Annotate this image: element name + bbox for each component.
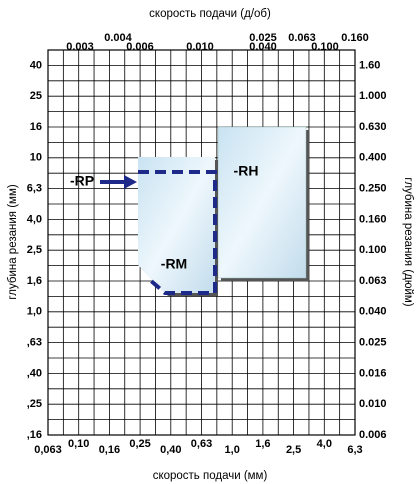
right-label: 0.400 [359,152,387,164]
right-label: 0.250 [359,183,387,195]
rp-arrowhead [124,175,137,189]
left-label: ,25 [27,398,42,410]
left-label: 1,6 [27,275,42,287]
left-label: ,40 [27,367,42,379]
right-label: 0.016 [359,367,387,379]
bottom-label: 1,6 [255,438,270,450]
bottom-label: 0,63 [191,438,212,450]
left-label: 10 [30,152,42,164]
right-label: 1.60 [359,59,380,71]
top-label: 0.063 [288,32,316,44]
top-label: 0.160 [341,32,369,44]
left-label: ,16 [27,429,42,441]
rm-label: -RM [161,256,187,272]
right-label: 0.025 [359,337,387,349]
top-label: 0.010 [186,41,214,53]
right-label: 0.040 [359,306,387,318]
right-label: 0.063 [359,275,387,287]
bottom-label: 1,0 [225,444,240,456]
labels: 40 25 16 10 6,3 4,0 2,5 1,6 1,0 ,63 ,40 ,25 ,16 1.60 1… [27,32,387,456]
left-label: 40 [30,59,42,71]
top-label: 0.004 [104,32,132,44]
bottom-label: 0,16 [99,444,120,456]
bottom-label: 0,40 [160,444,181,456]
rp-region [138,170,217,295]
left-label: 16 [30,121,42,133]
bottom-label: 0,10 [68,438,89,450]
right-axis-title: глубина резания (дюйм) [402,177,414,306]
top-label: 0.025 [249,32,277,44]
right-label: 0.630 [359,121,387,133]
bottom-label: 0,063 [34,444,62,456]
rh-region [217,126,307,279]
rm-region [138,157,215,293]
top-label: 0.100 [311,41,339,53]
top-label: 0.003 [66,41,94,53]
left-label: 6,3 [27,183,42,195]
top-axis-title: скорость подачи (д/об) [149,8,271,20]
right-label: 0.006 [359,429,387,441]
right-label: 0.160 [359,213,387,225]
bottom-label: 0,25 [129,438,150,450]
bottom-label: 6,3 [347,444,362,456]
rh-label: -RH [234,163,259,179]
left-label: ,63 [27,337,42,349]
bottom-axis-title: скорость подачи (мм) [153,470,268,482]
top-label: 0.006 [126,41,154,53]
left-label: 1,0 [27,306,42,318]
rp-label: -RP [70,173,94,189]
left-label: 25 [30,90,42,102]
left-axis-title: глубина резания (мм) [7,184,19,300]
right-label: 0.100 [359,244,387,256]
top-label: 0.040 [249,41,277,53]
bottom-label: 2,5 [286,444,301,456]
plot-frame [47,49,356,436]
left-label: 2,5 [27,244,42,256]
right-label: 1.000 [359,90,387,102]
left-label: 4,0 [27,213,42,225]
right-label: 0.010 [359,398,387,410]
bottom-label: 4,0 [317,438,332,450]
